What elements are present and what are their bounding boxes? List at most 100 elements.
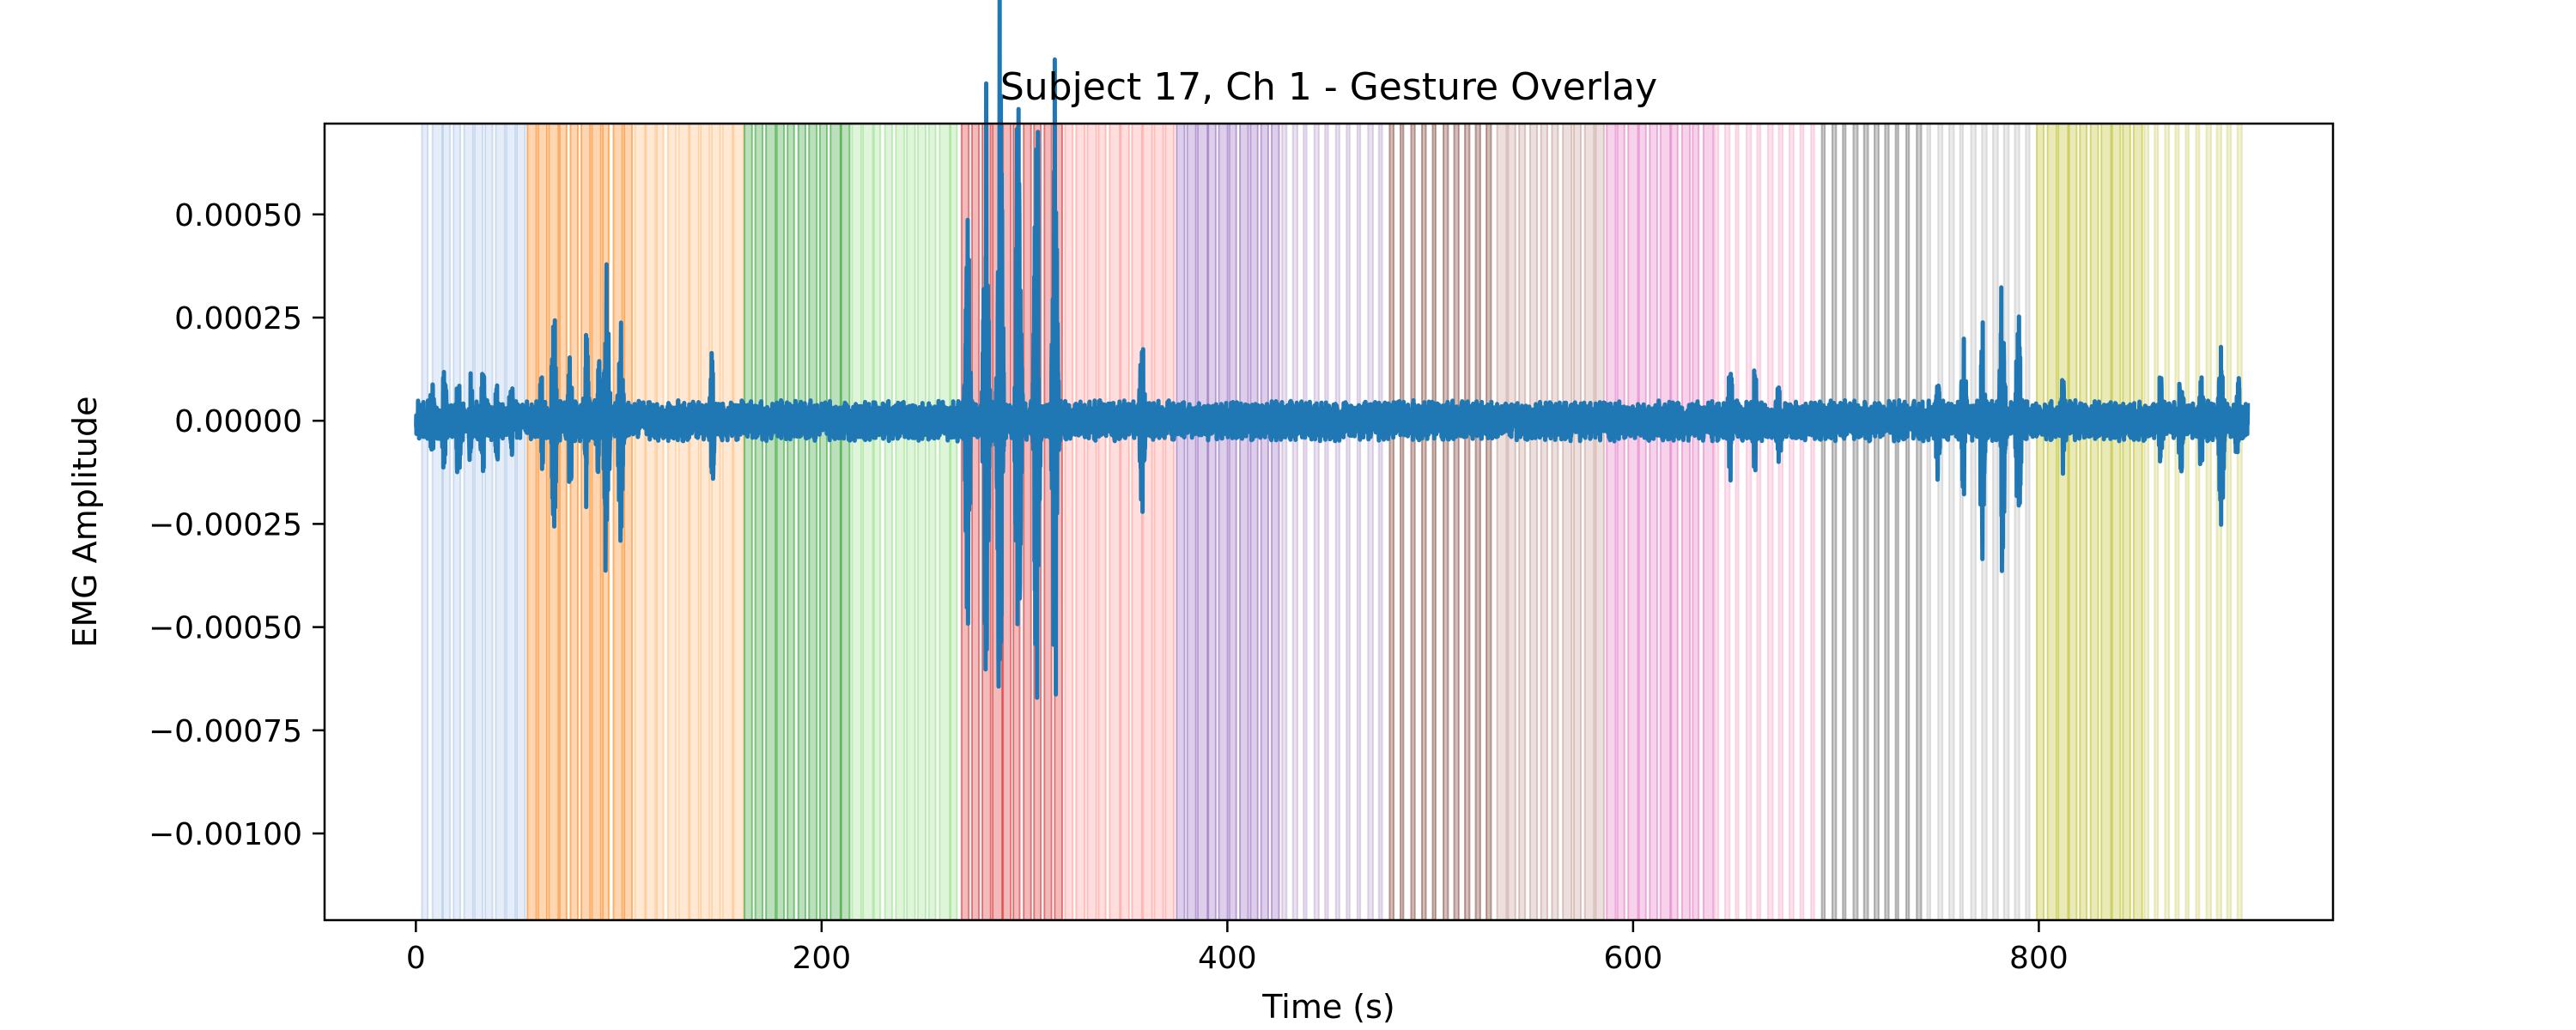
gesture-span [1723,123,1731,921]
gesture-span [1670,123,1679,921]
gesture-span [797,123,807,921]
gesture-span [1926,123,1931,921]
gesture-span [1356,123,1362,921]
gesture-span [2164,123,2171,921]
gesture-span [677,123,690,921]
gesture-span [1164,123,1176,921]
gesture-span [484,123,494,921]
gesture-span [808,123,818,921]
gesture-span [1947,123,1955,921]
gesture-span [2036,123,2045,921]
gesture-span [2100,123,2112,921]
y-tick-label: 0.00025 [174,301,302,336]
gesture-span [2068,123,2078,921]
gesture-span [1970,123,1977,921]
gesture-span [1692,123,1700,921]
gesture-span [1431,123,1437,921]
gesture-span [1606,123,1617,921]
gesture-span [1260,123,1269,921]
chart-title: Subject 17, Ch 1 - Gesture Overlay [1000,65,1657,109]
gesture-span [1207,123,1217,921]
gesture-span [732,123,744,921]
gesture-span [818,123,829,921]
gesture-band [851,123,958,921]
gesture-span [1583,123,1595,921]
y-tick-label: −0.00025 [149,507,302,542]
gesture-span [537,123,548,921]
gesture-span [1249,123,1259,921]
gesture-span [1916,123,1923,921]
gesture-span [1756,123,1762,921]
gesture-span [2025,123,2031,921]
gesture-band [1176,123,1280,921]
y-axis: 0.00050 0.00025 0.00000 −0.00025 −0.00050 −0.… [149,198,325,852]
gesture-span [1937,123,1944,921]
gesture-band [2143,123,2243,921]
gesture-span [1064,123,1074,921]
gesture-span [1485,123,1492,921]
gesture-span [2057,123,2069,921]
gesture-band [1496,123,1605,921]
gesture-span [1810,123,1815,921]
y-axis-label: EMG Amplitude [66,396,104,647]
gesture-span [1518,123,1527,921]
gesture-band [634,123,744,921]
gesture-span [1239,123,1249,921]
gesture-span [515,123,526,921]
gesture-span [2143,123,2150,921]
x-tick-label: 0 [406,941,426,976]
gesture-span [1637,123,1647,921]
gesture-span [1680,123,1692,921]
gesture-span [721,123,734,921]
gesture-span [1992,123,1999,921]
gesture-span [1228,123,1237,921]
gesture-span [1659,123,1672,921]
gesture-band [2036,123,2143,921]
x-axis-label: Time (s) [1261,988,1395,1026]
emg-signal-line [414,0,2251,700]
gesture-band [744,123,851,921]
gesture-span [1767,123,1774,921]
gesture-span [2205,123,2212,921]
gesture-span [1281,123,1288,921]
gesture-span [1649,123,1659,921]
gesture-span [463,123,474,921]
gesture-span [1399,123,1405,921]
gesture-band [1606,123,1715,921]
gesture-span [1043,123,1053,921]
gesture-span [1176,123,1186,921]
y-tick-label: 0.00000 [174,404,302,439]
gesture-band [1926,123,2031,921]
y-tick-label: −0.00050 [149,611,302,646]
x-tick-label: 800 [2009,941,2069,976]
gesture-span [2079,123,2088,921]
gesture-span [2154,123,2160,921]
gesture-span [1820,123,1826,921]
gesture-span [421,123,429,921]
gesture-span [1097,123,1107,921]
gesture-span [710,123,721,921]
signal-layer [414,0,2251,700]
gesture-span [840,123,851,921]
gesture-span [2089,123,2099,921]
gesture-band [421,123,526,921]
x-tick-label: 600 [1604,941,1663,976]
gesture-span [441,123,452,921]
gesture-span [787,123,795,921]
gesture-span [634,123,647,921]
gesture-span [1540,123,1549,921]
y-tick-label: −0.00075 [149,714,302,749]
gesture-span [1528,123,1539,921]
gesture-span [1616,123,1625,921]
gesture-span [666,123,677,921]
gesture-span [623,123,634,921]
gesture-span [1153,123,1164,921]
gesture-span [2195,123,2201,921]
gesture-span [1291,123,1299,921]
gesture-span [1464,123,1471,921]
gesture-span [505,123,517,921]
gesture-span [2226,123,2233,921]
gesture-span [1777,123,1784,921]
gesture-span [1874,123,1880,921]
gesture-span [1842,123,1847,921]
